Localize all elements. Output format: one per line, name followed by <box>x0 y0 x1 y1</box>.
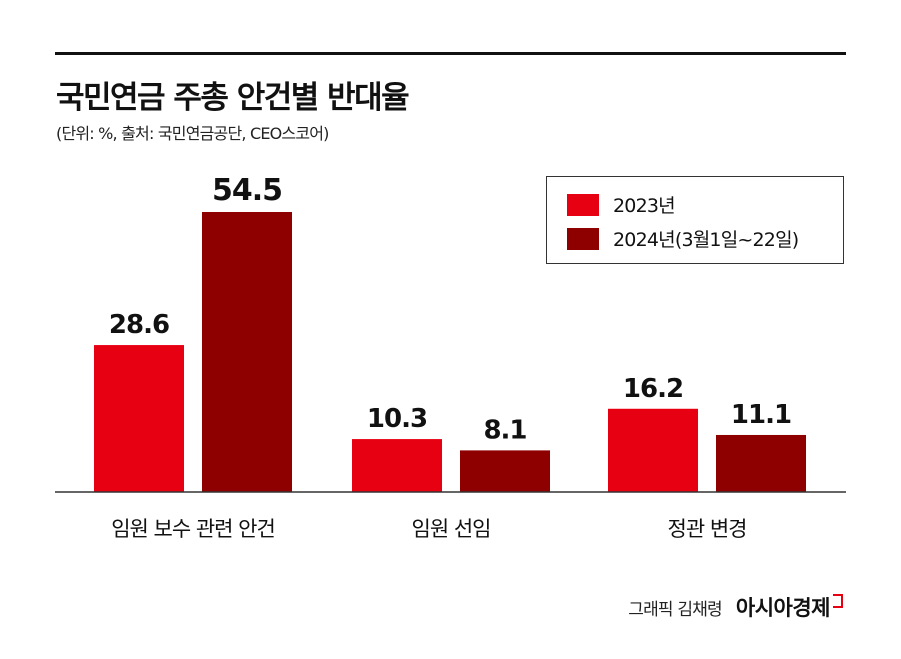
legend-swatch <box>567 227 599 250</box>
data-label: 11.1 <box>731 400 791 430</box>
credit-text: 그래픽 김채령 <box>628 599 722 620</box>
data-label: 28.6 <box>109 310 169 340</box>
legend-label: 2024년(3월1일~22일) <box>613 229 799 251</box>
data-label: 16.2 <box>623 374 683 404</box>
data-label: 54.5 <box>212 173 282 208</box>
logo: 아시아경제 <box>735 596 831 620</box>
top-rule <box>55 52 846 55</box>
chart-title: 국민연금 주총 안건별 반대율 <box>56 80 410 116</box>
bar <box>94 345 184 492</box>
data-label: 8.1 <box>483 415 526 445</box>
legend-swatch <box>567 193 599 216</box>
legend-item-2023: 2023년 <box>567 191 676 218</box>
bar <box>716 434 806 492</box>
bar <box>352 439 442 492</box>
category-label: 임원 보수 관련 안건 <box>111 517 275 541</box>
chart-subtitle: (단위: %, 출처: 국민연금공단, CEO스코어) <box>56 124 329 143</box>
credit: 그래픽 김채령 아시아경제 <box>628 592 843 622</box>
category-label: 임원 선임 <box>412 517 491 541</box>
bar <box>460 450 550 492</box>
bar <box>608 408 698 492</box>
legend-item-2024: 2024년(3월1일~22일) <box>567 225 799 252</box>
legend: 2023년 2024년(3월1일~22일) <box>546 176 844 264</box>
logo-mark-icon <box>833 594 843 608</box>
bar <box>202 212 292 492</box>
category-label: 정관 변경 <box>668 517 747 541</box>
data-label: 10.3 <box>367 404 427 434</box>
legend-label: 2023년 <box>613 195 676 217</box>
